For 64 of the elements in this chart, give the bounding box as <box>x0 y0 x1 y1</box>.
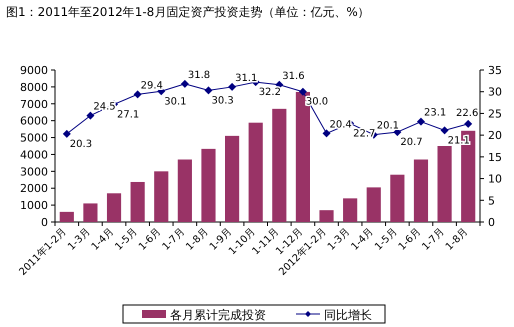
bar <box>414 160 428 222</box>
legend-label: 各月累计完成投资 <box>170 308 266 322</box>
bar <box>343 198 358 222</box>
point <box>86 112 94 120</box>
y-tick-label: 6000 <box>20 114 48 128</box>
data-label: 32.2 <box>258 87 281 98</box>
y2-tick-label: 35 <box>488 64 502 77</box>
y-tick-label: 8000 <box>20 80 48 94</box>
bar <box>272 108 286 222</box>
bar <box>60 212 74 222</box>
data-label: 30.1 <box>164 96 187 108</box>
bar <box>106 193 122 222</box>
legend-label: 同比增长 <box>324 308 372 322</box>
data-label: 23.1 <box>424 108 446 119</box>
y-tick-label: 9000 <box>20 64 48 77</box>
data-label: 31.6 <box>282 70 305 82</box>
point <box>298 88 307 96</box>
data-label: 29.4 <box>140 80 163 92</box>
bar <box>248 122 263 222</box>
y2-tick-label: 15 <box>488 150 502 164</box>
data-label: 22.6 <box>456 108 478 119</box>
bar <box>201 148 216 222</box>
y-tick-label: 5000 <box>20 132 48 145</box>
point <box>228 82 236 91</box>
y2-tick-label: 30 <box>488 86 502 99</box>
x-tick-label: 1-5月 <box>373 226 400 253</box>
y-tick-label: 2000 <box>20 182 48 196</box>
data-label: 20.3 <box>70 138 92 150</box>
data-label: 27.1 <box>117 109 140 120</box>
point <box>322 129 331 138</box>
bar <box>130 182 145 222</box>
y2-tick-label: 0 <box>488 216 495 229</box>
bar <box>178 160 192 222</box>
data-label: 31.8 <box>188 70 210 81</box>
point <box>440 126 449 134</box>
y2-tick-label: 10 <box>488 172 502 186</box>
bar <box>438 146 452 222</box>
bar <box>390 174 404 222</box>
y-tick-label: 3000 <box>20 165 48 178</box>
point <box>180 80 189 88</box>
point <box>416 118 425 126</box>
data-label: 31.1 <box>235 72 258 84</box>
data-label: 30.3 <box>211 95 234 106</box>
point <box>134 90 142 98</box>
y-tick-label: 7000 <box>20 98 48 111</box>
point <box>62 130 71 138</box>
bar <box>83 203 98 222</box>
bar <box>154 171 168 222</box>
y2-tick-label: 5 <box>488 194 495 208</box>
y2-tick-label: 20 <box>488 129 502 142</box>
bar <box>366 187 381 222</box>
bar <box>225 136 240 222</box>
data-label: 20.7 <box>400 137 423 148</box>
bar <box>319 210 334 222</box>
point <box>204 86 212 94</box>
y-tick-label: 1000 <box>20 199 48 212</box>
x-tick-label: 1-7月 <box>160 226 187 253</box>
point <box>464 120 472 128</box>
title: 图1：2011年至2012年1-8月固定资产投资走势（单位：亿元、%） <box>6 5 370 19</box>
y-tick-label: 4000 <box>20 148 48 162</box>
data-label: 20.1 <box>376 120 400 132</box>
y2-tick-label: 25 <box>488 107 502 120</box>
x-tick-label: 1-8月 <box>184 226 211 253</box>
y-tick-label: 0 <box>41 216 48 229</box>
